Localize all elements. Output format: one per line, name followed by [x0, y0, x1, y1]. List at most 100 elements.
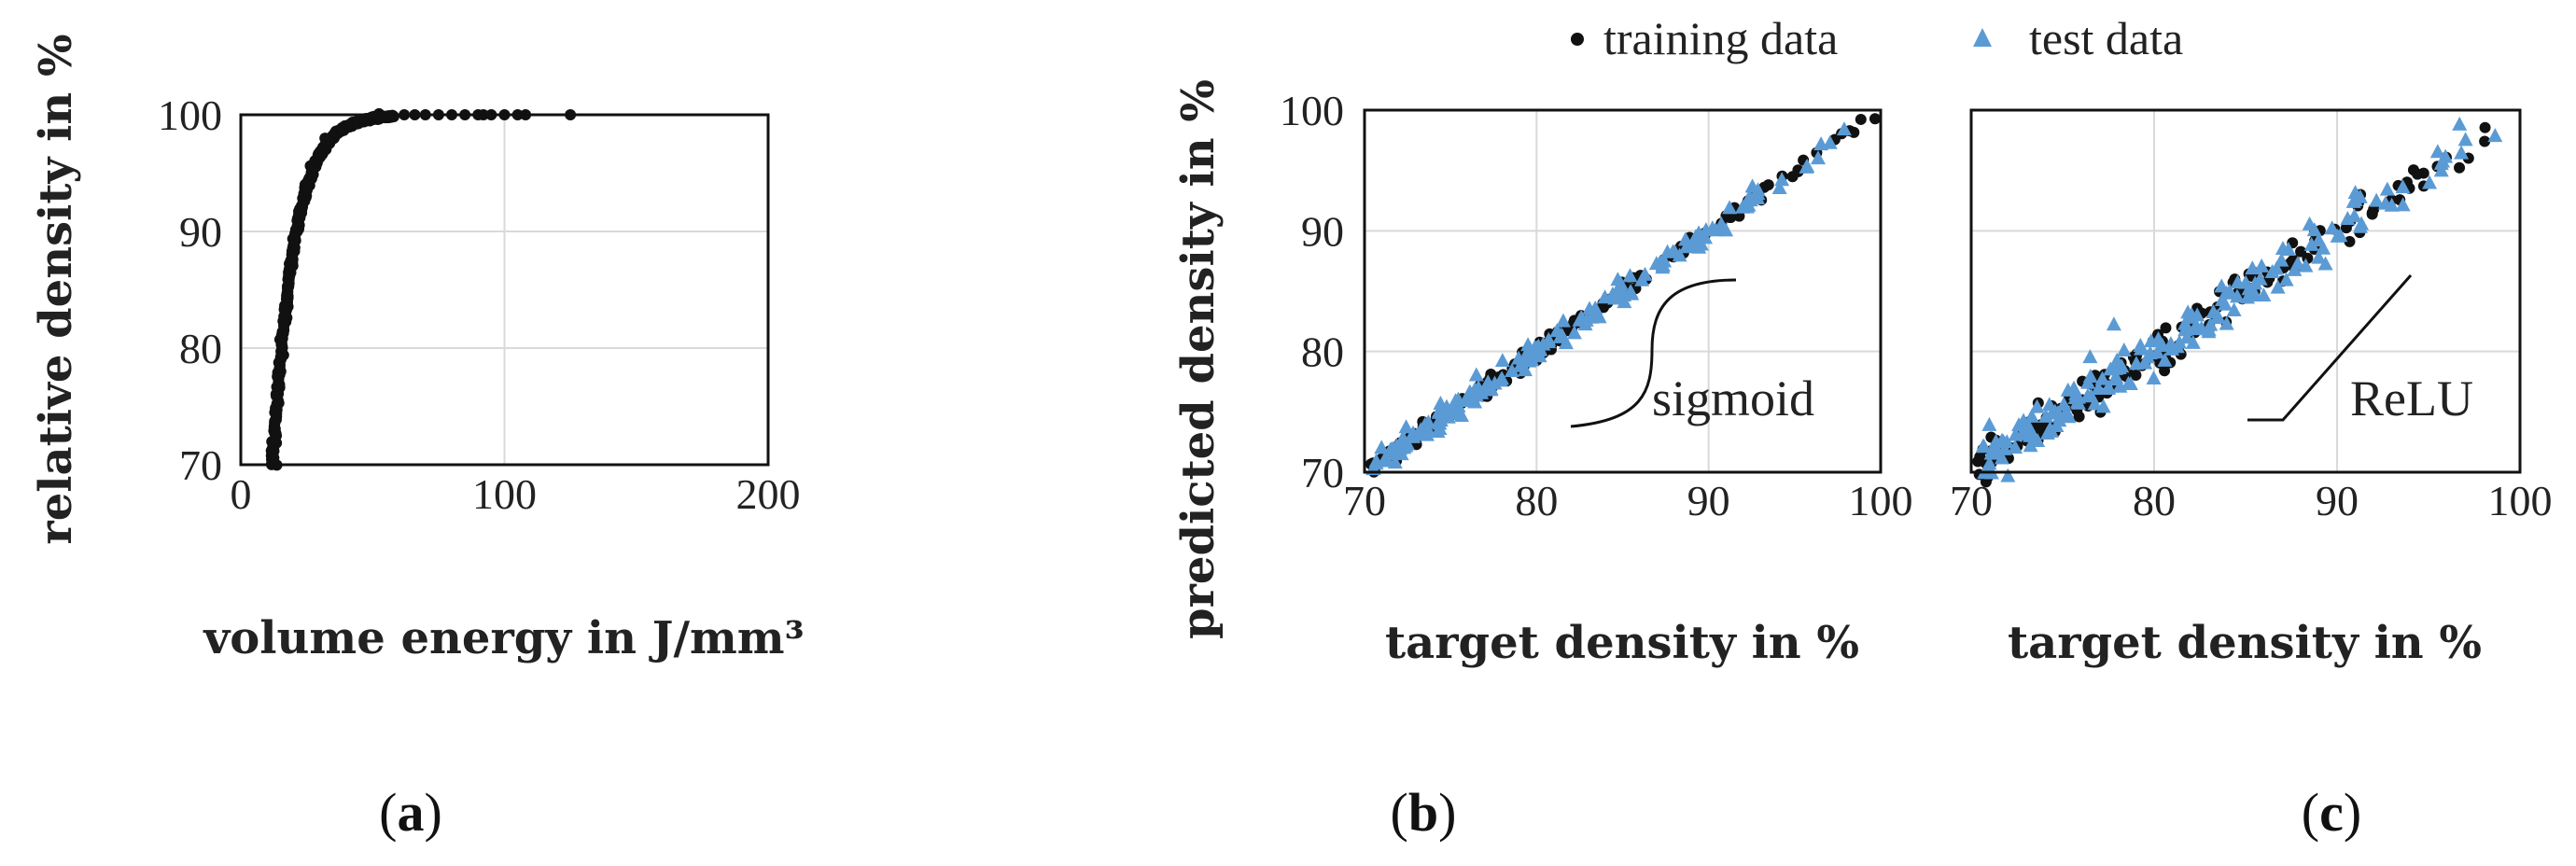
activation-label-c: ReLU [2350, 370, 2473, 426]
y-tick-label-a-3: 100 [158, 91, 222, 139]
test-point [2369, 192, 2385, 207]
plot-frame-c [1969, 108, 2522, 474]
test-point [2071, 389, 2087, 404]
test-point [2150, 330, 2166, 345]
test-point [1483, 380, 1499, 395]
y-axis-label-a: relative density in % [30, 34, 82, 544]
test-point [1981, 416, 1997, 431]
test-point [1583, 309, 1599, 324]
test-point [1813, 136, 1829, 151]
y-axis-label-b: predicted density in % [1172, 79, 1225, 639]
test-point [2278, 272, 2294, 286]
test-point [2047, 403, 2063, 418]
x-axis-label-c: target density in % [2008, 617, 2482, 669]
test-point [2256, 287, 2272, 302]
x-axis-label-a: volume energy in J/mm³ [203, 612, 804, 664]
training-point [2454, 161, 2466, 174]
test-point [2452, 116, 2468, 131]
test-point [2379, 181, 2395, 196]
test-point [2008, 426, 2023, 441]
test-point [2274, 252, 2289, 267]
plot-frame-a [239, 113, 770, 467]
test-point [1836, 121, 1852, 136]
test-point [1822, 134, 1838, 149]
test-point [2433, 162, 2449, 177]
y-tick-label-a-2: 90 [179, 208, 222, 256]
test-point [2079, 387, 2095, 402]
test-point [1521, 353, 1537, 368]
test-point [1718, 222, 1734, 237]
test-point [1810, 150, 1826, 165]
test-point [2149, 344, 2165, 359]
test-point [1672, 247, 1687, 262]
test-point [2324, 220, 2340, 235]
test-point [2254, 258, 2270, 272]
test-point [2203, 316, 2219, 331]
x-tick-label-a-2: 200 [736, 470, 801, 518]
x-tick-label-c-2: 90 [2316, 477, 2359, 524]
test-point [1398, 419, 1414, 434]
test-point [1430, 424, 1446, 439]
test-point [2095, 398, 2111, 413]
training-point [2340, 222, 2352, 234]
legend: training data test data [1571, 12, 2183, 64]
caption-b: (b) [1391, 782, 1457, 843]
test-point [2264, 264, 2280, 279]
test-point [1622, 268, 1638, 283]
chart-panel-b: 70 80 90 100 70 80 90 100 sigmoid target densit… [1172, 79, 1913, 843]
test-point [2029, 398, 2045, 413]
caption-c: (c) [2302, 782, 2361, 843]
test-point [1637, 266, 1653, 281]
test-point [2180, 304, 2196, 319]
training-point [2479, 121, 2491, 133]
test-point [2346, 208, 2362, 223]
test-point [2303, 236, 2319, 251]
test-point [1742, 189, 1757, 203]
x-tick-label-c-1: 80 [2133, 477, 2176, 524]
test-point [1474, 384, 1490, 399]
test-point [1541, 331, 1557, 346]
legend-training-label: training data [1603, 12, 1838, 64]
test-point [2245, 260, 2261, 275]
test-point [2354, 216, 2370, 230]
test-point [2395, 197, 2411, 212]
test-point [2454, 145, 2470, 160]
x-tick-label-b-1: 80 [1515, 477, 1558, 524]
legend-training-marker [1571, 33, 1584, 46]
test-point [1704, 220, 1720, 235]
test-point [1722, 200, 1738, 215]
plot-frame-b [1363, 108, 1883, 474]
test-point [2066, 380, 2082, 395]
test-point [2109, 352, 2125, 367]
y-tick-label-a-0: 70 [179, 441, 222, 489]
y-tick-label-a-1: 80 [179, 325, 222, 372]
test-point [2039, 425, 2055, 440]
test-point [1691, 225, 1707, 240]
x-tick-label-b-2: 90 [1687, 477, 1730, 524]
test-point [1368, 453, 1384, 468]
test-point [1555, 313, 1571, 328]
training-point [2344, 235, 2356, 247]
test-point [1981, 455, 1997, 470]
caption-letter-c: c [2319, 782, 2344, 843]
test-point [2302, 216, 2317, 230]
test-point [1439, 398, 1455, 413]
test-point [1739, 199, 1755, 214]
test-point [2082, 368, 2098, 383]
test-point [2210, 308, 2226, 323]
test-point [2219, 285, 2234, 300]
sigmoid-icon [1570, 278, 1737, 428]
test-point [1975, 438, 1991, 453]
caption-letter-b: b [1408, 782, 1438, 843]
test-point [2101, 379, 2116, 394]
test-point [2023, 438, 2038, 453]
svg-text:(a): (a) [379, 782, 442, 843]
test-point [2157, 352, 2173, 367]
test-point [2019, 422, 2035, 437]
test-point [1504, 363, 1519, 378]
test-point [1665, 244, 1681, 258]
test-point [2116, 342, 2132, 357]
test-point [2107, 371, 2122, 386]
training-point [2160, 322, 2172, 334]
test-point [2087, 396, 2103, 411]
